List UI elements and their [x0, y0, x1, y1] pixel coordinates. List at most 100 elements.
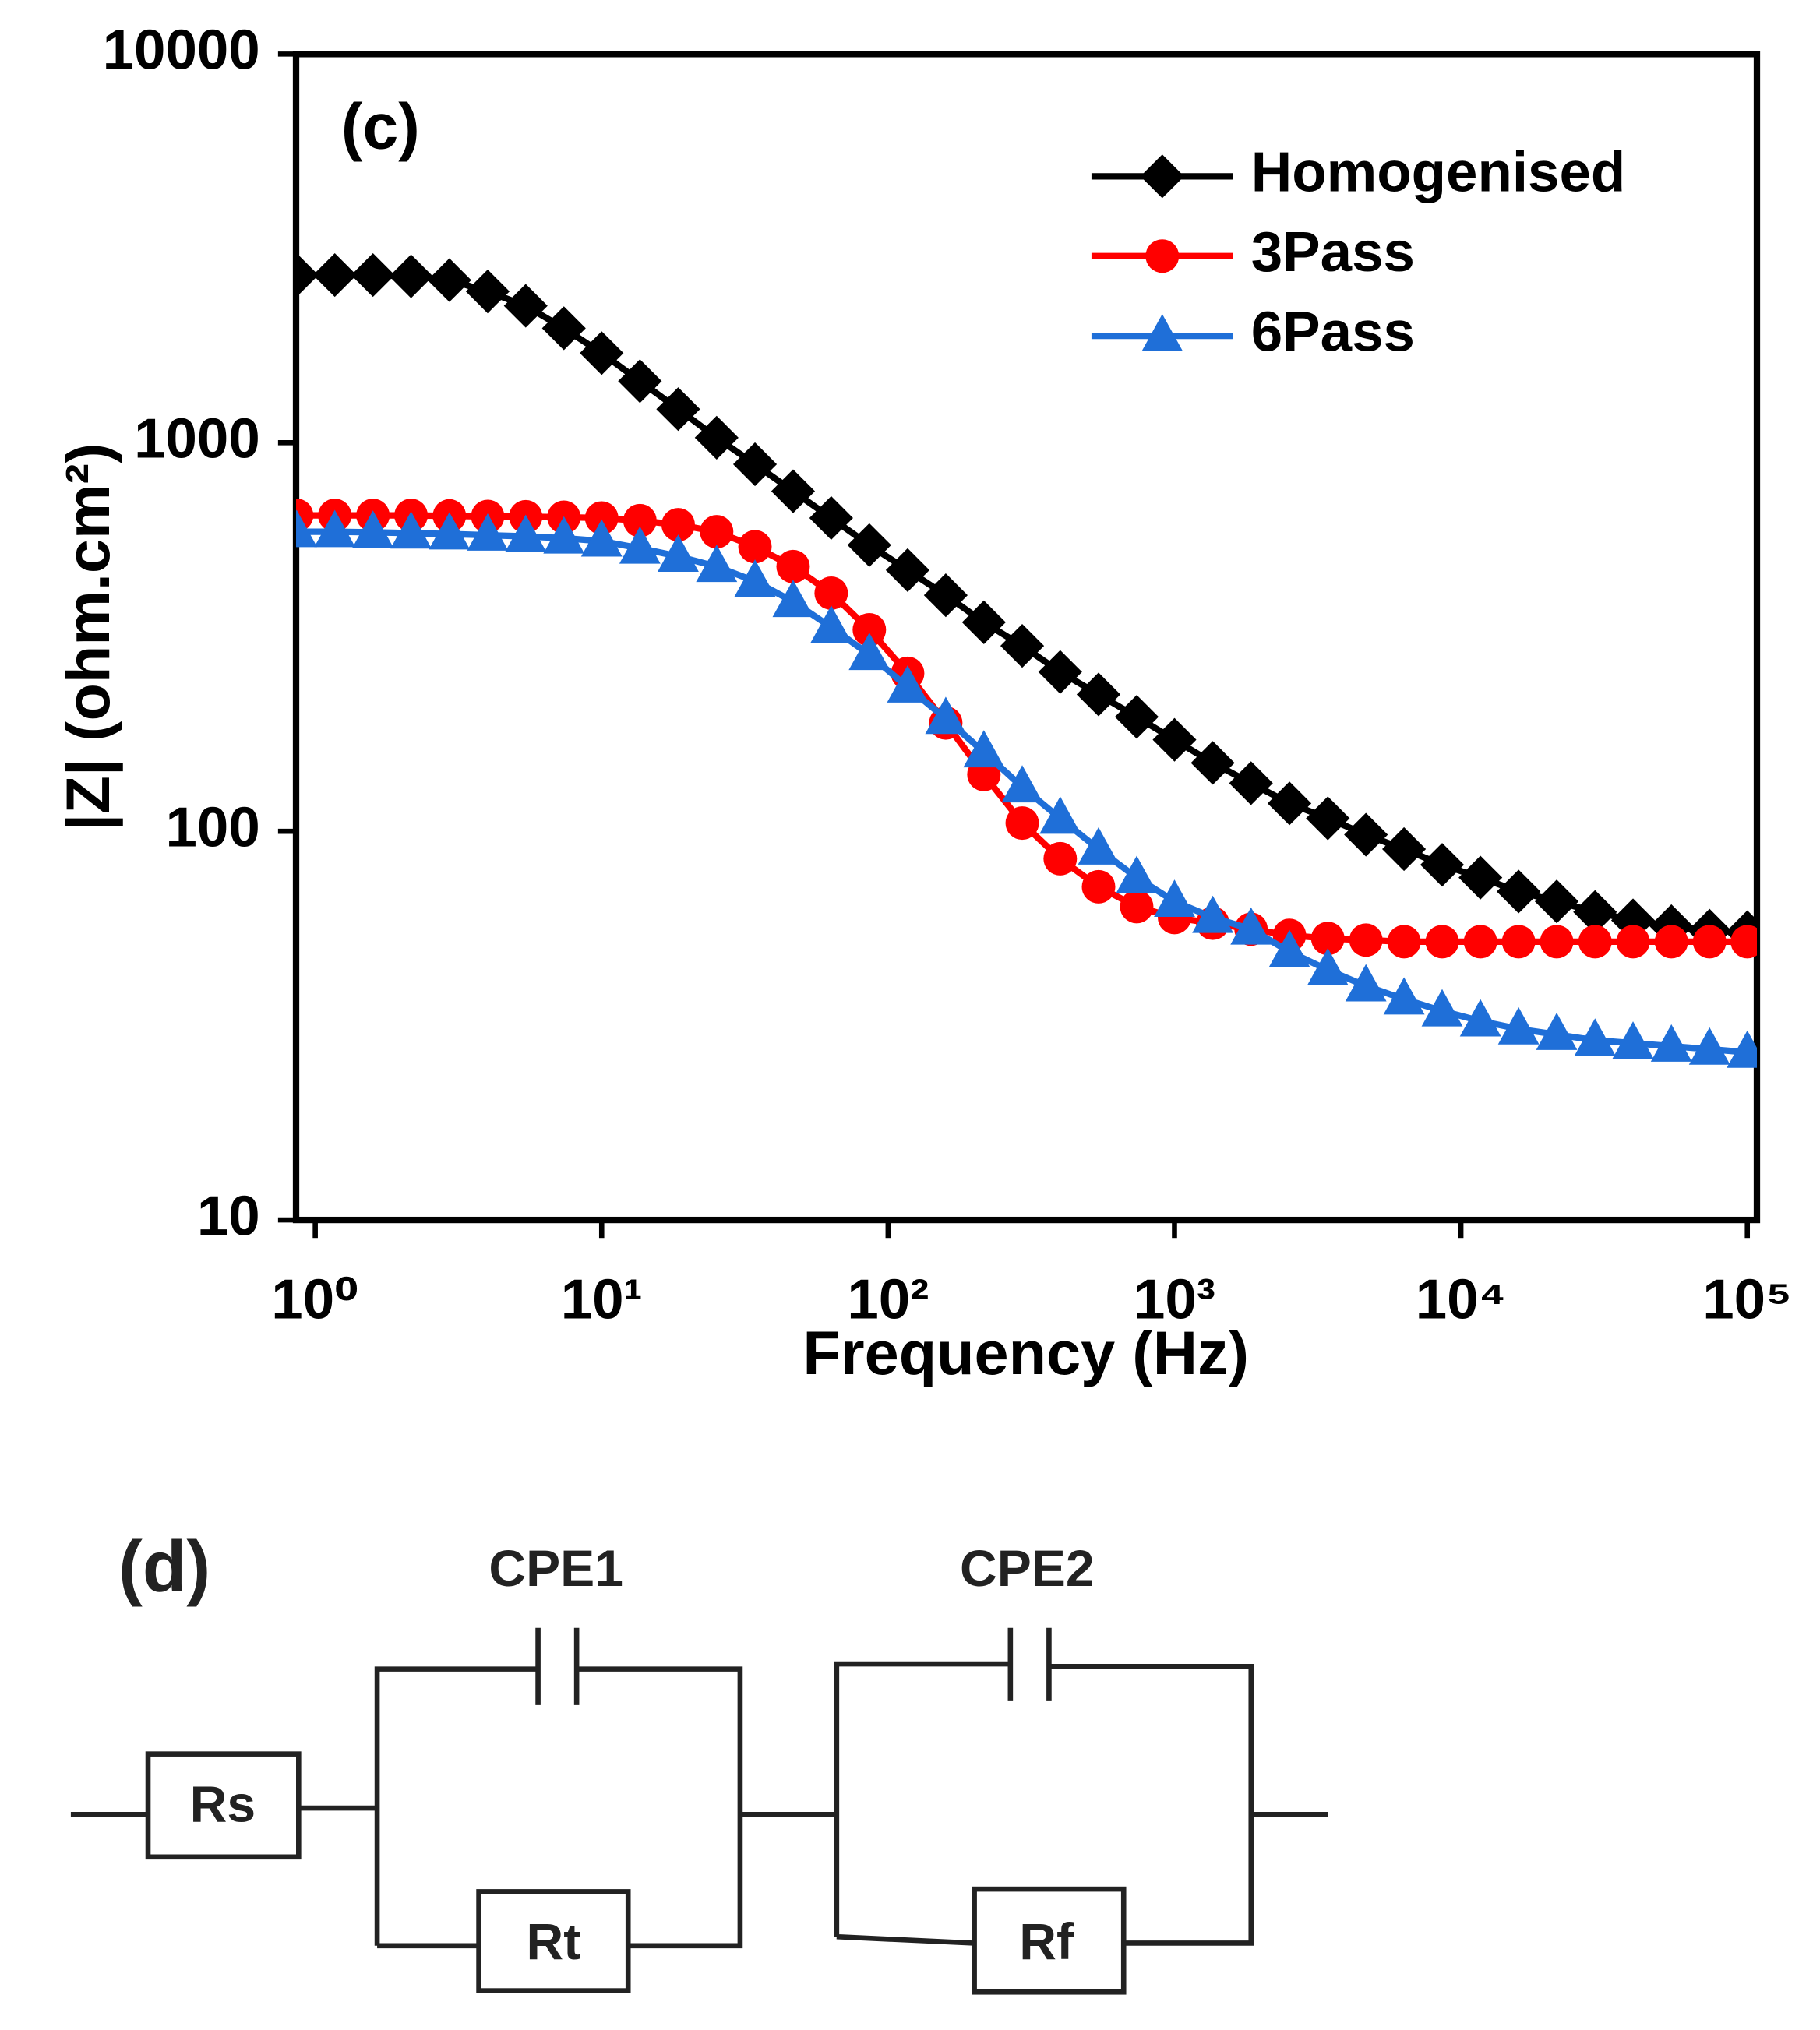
y-tick-label: 10 — [197, 1184, 260, 1247]
y-tick-label: 10000 — [103, 19, 260, 82]
marker — [1349, 923, 1383, 957]
marker — [887, 664, 929, 703]
series-line — [296, 512, 1748, 945]
marker — [1650, 1024, 1692, 1062]
marker — [810, 605, 852, 643]
marker — [505, 514, 547, 552]
marker — [1501, 925, 1536, 959]
resistor — [476, 1889, 631, 1993]
marker — [1692, 925, 1727, 959]
rs-label: Rs — [190, 1775, 256, 1833]
marker — [1140, 154, 1184, 199]
x-tick-label: 10² — [847, 1268, 929, 1331]
marker — [1578, 925, 1612, 959]
marker — [467, 513, 509, 551]
marker — [925, 696, 967, 735]
x-tick-label: 10³ — [1134, 1268, 1215, 1331]
marker — [1114, 695, 1159, 739]
marker — [923, 573, 968, 618]
marker — [623, 503, 657, 537]
y-tick-label: 100 — [165, 795, 259, 858]
marker — [1076, 672, 1121, 717]
marker — [1540, 925, 1574, 959]
resistor — [972, 1886, 1127, 1995]
marker — [1497, 1006, 1540, 1045]
series — [296, 252, 1758, 954]
y-tick-label: 1000 — [134, 407, 260, 470]
y-axis-label: |Z| (ohm.cm²) — [53, 443, 123, 831]
marker — [541, 306, 586, 351]
rf-label: Rf — [1019, 1913, 1074, 1971]
marker — [619, 526, 661, 564]
marker — [734, 559, 776, 597]
marker — [1387, 925, 1421, 959]
marker — [1078, 826, 1120, 865]
panel-label: (c) — [341, 90, 420, 162]
marker — [1612, 1021, 1654, 1059]
marker — [1420, 843, 1465, 887]
marker — [1574, 1018, 1616, 1056]
marker — [503, 284, 548, 328]
marker — [1497, 869, 1541, 914]
marker — [1038, 650, 1082, 694]
marker — [1268, 929, 1310, 967]
marker — [848, 633, 891, 671]
marker — [658, 534, 699, 572]
marker — [656, 387, 700, 432]
marker — [351, 252, 395, 298]
marker — [429, 512, 471, 550]
marker — [1005, 806, 1039, 841]
marker — [296, 509, 318, 548]
marker — [963, 730, 1005, 768]
x-tick-label: 10¹ — [561, 1268, 643, 1331]
marker — [1616, 925, 1650, 959]
marker — [1458, 855, 1503, 900]
marker — [1310, 922, 1345, 956]
marker — [1001, 765, 1043, 803]
marker — [618, 359, 662, 404]
marker — [1145, 239, 1180, 273]
marker — [1459, 999, 1501, 1037]
marker — [1141, 314, 1183, 351]
marker — [1267, 781, 1312, 826]
marker — [776, 549, 810, 583]
rt-label: Rt — [527, 1913, 581, 1971]
marker — [700, 515, 734, 549]
marker — [1383, 977, 1425, 1015]
legend-label: 3Pass — [1251, 220, 1415, 284]
cpe2-label: CPE2 — [960, 1540, 1095, 1598]
wire — [374, 1627, 743, 1949]
marker — [1190, 741, 1235, 785]
marker — [1154, 879, 1195, 918]
marker — [847, 523, 891, 567]
marker — [694, 415, 739, 460]
cpe1-label: CPE1 — [489, 1540, 623, 1598]
marker — [312, 252, 357, 298]
marker — [809, 495, 853, 541]
x-axis-label: Frequency (Hz) — [802, 1318, 1249, 1387]
x-tick-label: 10⁴ — [1416, 1268, 1507, 1331]
marker — [543, 516, 585, 554]
marker — [1425, 925, 1459, 959]
marker — [771, 469, 816, 513]
circuit: (d) Rs CPE1 Rt CPE2 Rf — [70, 1526, 1328, 1995]
series — [296, 509, 1758, 1068]
marker — [314, 509, 356, 548]
marker — [738, 530, 772, 564]
marker — [885, 548, 930, 592]
marker — [1192, 895, 1234, 933]
circuit-panel-label: (d) — [118, 1526, 210, 1607]
x-tick-label: 10⁵ — [1702, 1268, 1792, 1331]
marker — [389, 254, 433, 298]
marker — [1727, 1030, 1758, 1068]
marker — [1688, 1027, 1730, 1065]
marker — [296, 252, 319, 298]
marker — [352, 510, 394, 548]
marker — [772, 580, 814, 618]
legend-label: Homogenised — [1251, 141, 1626, 204]
marker — [427, 258, 471, 302]
marker — [1344, 812, 1388, 857]
marker — [584, 501, 619, 535]
marker — [1039, 796, 1081, 834]
